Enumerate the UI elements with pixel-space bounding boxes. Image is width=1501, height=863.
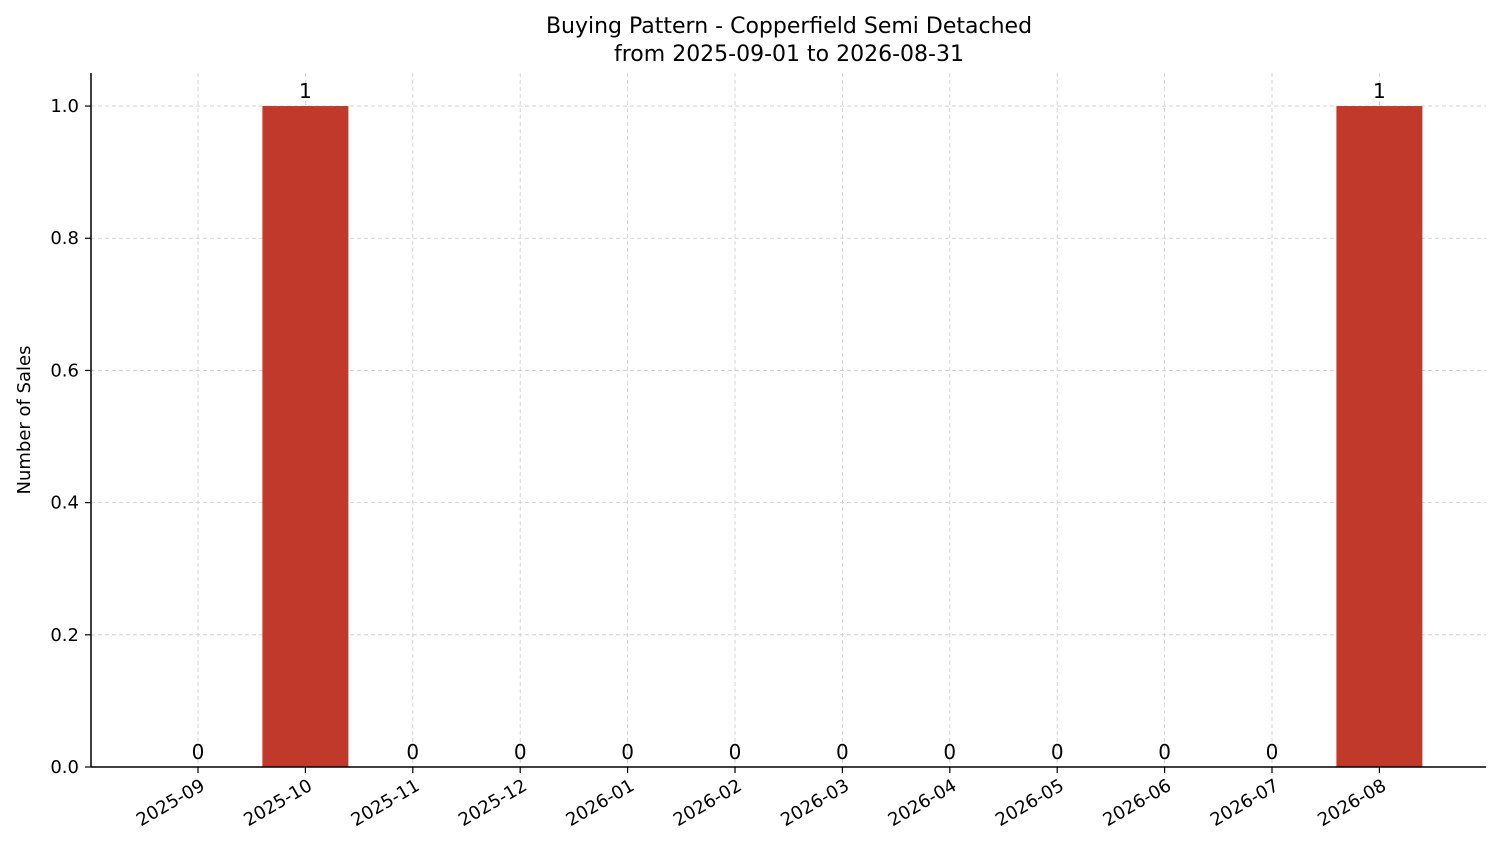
y-tick-label: 1.0 [50,96,79,117]
x-tick-label: 2025-09 [133,775,209,831]
y-tick-label: 0.6 [50,360,79,381]
bar-layer [262,106,1423,768]
data-label: 0 [514,740,527,764]
x-tick-label: 2026-02 [670,775,746,831]
x-tick-label: 2026-05 [992,775,1068,831]
bar [1336,106,1423,768]
x-tick-label: 2026-06 [1099,775,1175,831]
data-label: 0 [406,740,419,764]
x-tick-label: 2026-03 [777,775,853,831]
data-label: 0 [192,740,205,764]
data-label: 0 [943,740,956,764]
x-tick-label: 2026-01 [562,775,638,831]
x-tick-label: 2026-04 [885,775,961,831]
data-label: 0 [1266,740,1279,764]
label-layer: 0.0 0.2 0.4 0.6 0.8 1.0 2025-09 0 2025-10 1 2025-1… [50,79,1390,831]
x-tick-label: 2025-11 [348,775,424,831]
data-label: 0 [1158,740,1171,764]
chart-subtitle: from 2025-09-01 to 2026-08-31 [614,42,964,67]
y-tick-label: 0.2 [50,625,79,646]
data-label: 0 [1051,740,1064,764]
y-tick-label: 0.8 [50,228,79,249]
x-tick-label: 2025-10 [240,775,316,831]
y-tick-label: 0.4 [50,493,79,514]
data-label: 1 [1373,79,1386,103]
bar [262,106,349,768]
chart-title: Buying Pattern - Copperfield Semi Detach… [546,14,1032,39]
data-label: 1 [299,79,312,103]
x-tick-label: 2026-07 [1207,775,1283,831]
x-tick-label: 2025-12 [455,775,531,831]
axis-layer [85,73,1486,773]
y-tick-label: 0.0 [50,757,79,778]
y-axis-label: Number of Sales [14,345,35,494]
data-label: 0 [836,740,849,764]
data-label: 0 [621,740,634,764]
data-label: 0 [729,740,742,764]
x-tick-label: 2026-08 [1314,775,1390,831]
